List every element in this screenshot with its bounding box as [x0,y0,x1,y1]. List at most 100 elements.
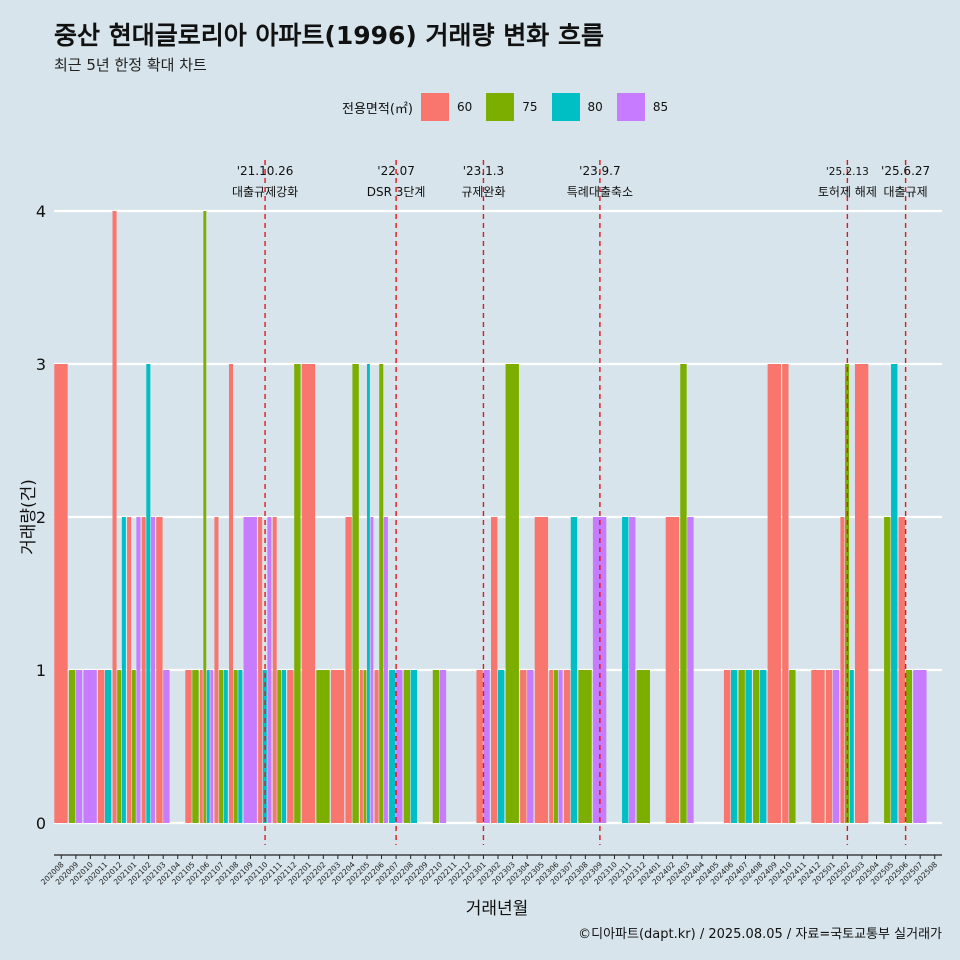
event-date-label: '25.6.27 [881,164,930,178]
event-date-label: '22.07 [377,164,415,178]
bar-80-202208 [410,670,418,823]
bar-75-202108 [233,670,238,823]
bar-85-202205 [370,517,374,823]
legend-label-85: 85 [652,100,669,114]
bar-75-202210 [432,670,440,823]
bar-80-202108 [238,670,243,823]
bar-75-202204 [352,364,359,823]
bar-60-202203 [330,670,345,823]
bar-60-202103 [156,517,163,823]
bar-60-202406 [723,670,731,823]
bar-60-202111 [272,517,277,823]
bar-60-202503 [854,364,869,823]
bar-80-202505 [891,364,898,823]
legend-title: 전용면적(㎡) [342,101,413,117]
bar-60-202012 [112,211,117,823]
bar-60-202011 [97,670,105,823]
bar-85-202309 [592,517,607,823]
bar-85-202101 [136,517,141,823]
legend-item-85: 85 [616,93,669,121]
bar-75-202112 [294,364,301,823]
bar-75-202505 [884,517,891,823]
event-label: 토허제 해제 [818,185,877,199]
chart-title: 중산 현대글로리아 아파트(1996) 거래량 변화 흐름 [54,21,604,50]
event-label: 대출규제강화 [232,185,298,199]
bar-60-202105 [185,670,192,823]
bar-60-202502 [840,517,845,823]
y-tick-label: 1 [36,661,46,680]
bar-80-202106 [206,670,210,823]
bar-75-202105 [192,670,199,823]
event-label: 대출규제 [884,185,928,199]
bar-80-202406 [730,670,738,823]
bar-80-202311 [622,517,629,823]
legend-key-60 [420,93,449,121]
bar-80-202307 [570,517,578,823]
bar-60-202305 [534,517,549,823]
bar-60-202506 [898,517,906,823]
legend-item-60: 60 [420,93,473,121]
y-tick-label: 3 [36,355,46,374]
bar-85-202010 [83,670,97,823]
y-tick-label: 2 [36,508,46,527]
legend-key-80 [551,93,580,121]
chart-subtitle: 최근 5년 한정 확대 차트 [54,56,207,74]
bar-80-202102 [146,364,151,823]
bar-85-202109 [243,517,257,823]
bar-60-202204 [345,517,352,823]
bar-60-202301 [476,670,483,823]
bar-75-202410 [789,670,796,823]
legend-label-60: 60 [456,100,473,114]
event-date-label: '25.2.13 [826,166,869,178]
bar-85-202301 [483,670,490,823]
bar-85-202110 [267,517,272,823]
bar-60-202412 [811,670,825,823]
legend-key-85 [616,93,645,121]
bar-85-202106 [210,670,214,823]
bar-75-202506 [905,670,912,823]
bar-75-202202 [316,670,330,823]
bar-75-202111 [277,670,282,823]
bar-85-202207 [396,670,403,823]
bar-85-202304 [527,670,534,823]
bar-60-202306 [549,670,554,823]
event-label: 규제완화 [461,185,505,199]
bar-75-202205 [363,670,367,823]
bar-60-202106 [199,670,203,823]
bar-80-202502 [849,670,854,823]
bar-85-202102 [150,517,156,823]
bar-85-202507 [913,670,927,823]
bar-60-202501 [825,670,833,823]
bar-75-202206 [379,364,384,823]
bar-75-202208 [403,670,411,823]
bar-75-202101 [131,670,136,823]
bars [54,211,927,823]
event-lines: '21.10.26 대출규제강화 '22.07 DSR 3단계 '23.1.3 규제완화 '… [232,160,930,845]
bar-75-202407 [738,670,745,823]
bar-80-202407 [745,670,752,823]
bar-75-202107 [219,670,224,823]
bar-75-202312 [636,670,650,823]
bar-85-202306 [558,670,563,823]
bar-80-202012 [121,517,126,823]
bar-60-202205 [359,670,363,823]
bar-75-202012 [117,670,122,823]
y-tick-label: 4 [36,202,46,221]
bar-85-202210 [439,670,447,823]
bar-60-202110 [258,517,263,823]
bar-60-202107 [214,517,219,823]
y-tick-label: 0 [36,814,46,833]
bar-80-202011 [104,670,112,823]
bar-75-202009 [68,670,76,823]
bar-80-202205 [366,364,370,823]
legend-item-80: 80 [551,93,603,121]
event-date-label: '21.10.26 [237,164,294,178]
bar-75-202408 [753,670,760,823]
source-caption: ©디아파트(dapt.kr) / 2025.08.05 / 자료=국토교통부 실… [578,927,942,942]
legend-item-75: 75 [486,93,538,121]
legend-label-75: 75 [522,100,538,114]
bar-60-202201 [301,364,316,823]
bar-75-202403 [680,364,687,823]
event-label: 특례대출축소 [567,185,633,199]
